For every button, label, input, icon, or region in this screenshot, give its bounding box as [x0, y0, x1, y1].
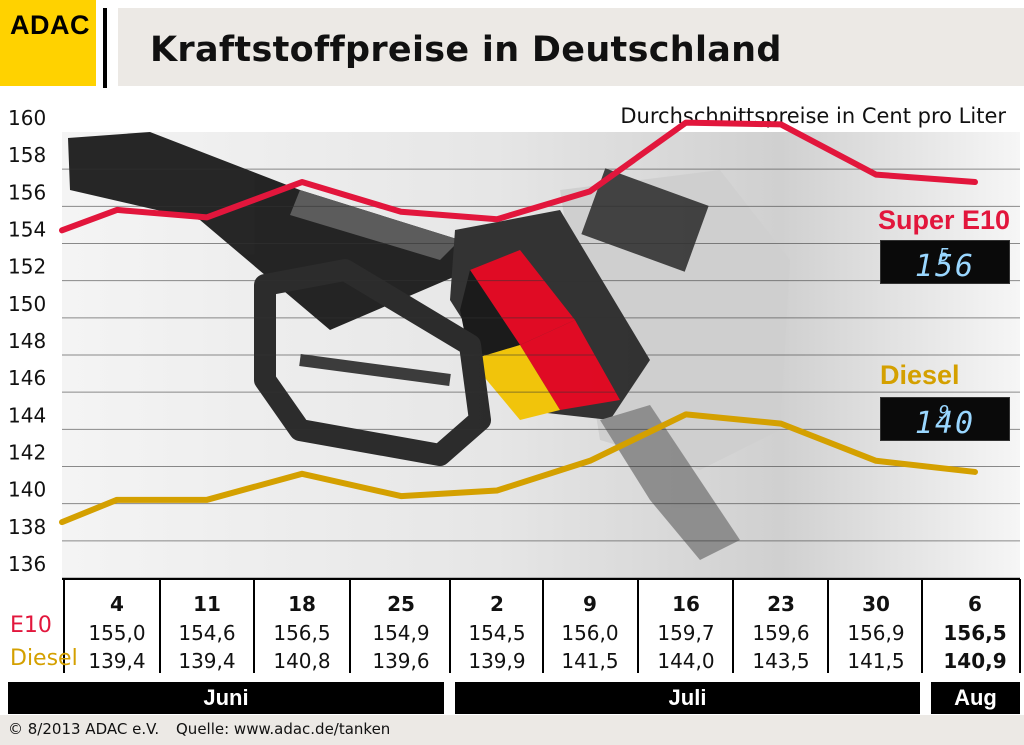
- y-tick-label: 142: [8, 441, 46, 465]
- x-tick-label: 23: [767, 592, 795, 616]
- price-chart: 136138140142144146148150152154156158160 …: [8, 106, 1021, 673]
- e10-price-sup: 5: [938, 245, 952, 266]
- data-label-diesel: 139,4: [88, 649, 145, 673]
- y-tick-label: 148: [8, 329, 46, 353]
- month-juni: Juni: [8, 682, 444, 714]
- logo-text: ADAC: [10, 10, 90, 40]
- series-lines: [59, 119, 978, 526]
- row-label-diesel: Diesel: [10, 646, 78, 671]
- month-aug: Aug: [931, 682, 1020, 714]
- data-label-diesel: 139,4: [178, 649, 235, 673]
- data-label-e10: 159,7: [657, 621, 714, 645]
- y-tick-label: 154: [8, 218, 46, 242]
- y-axis-ticks: 136 138 140 142 144 146 148 150 152 154 156 158 160: [8, 106, 46, 576]
- x-tick-label: 9: [583, 592, 597, 616]
- header-divider: [103, 8, 107, 88]
- data-label-diesel: 139,6: [372, 649, 429, 673]
- y-tick-label: 150: [8, 292, 46, 316]
- data-label-diesel: 140,8: [273, 649, 330, 673]
- data-label-diesel: 143,5: [752, 649, 809, 673]
- y-tick-label: 146: [8, 366, 46, 390]
- title-band: [118, 8, 1024, 86]
- data-label-e10: 154,6: [178, 621, 235, 645]
- data-label-e10: 159,6: [752, 621, 809, 645]
- month-juli: Juli: [455, 682, 920, 714]
- data-label-e10: 156,0: [561, 621, 618, 645]
- footer-source: Quelle: www.adac.de/tanken: [176, 720, 391, 738]
- x-tick-label: 25: [387, 592, 415, 616]
- y-tick-label: 152: [8, 255, 46, 279]
- footer-copyright: © 8/2013 ADAC e.V.: [8, 720, 160, 738]
- y-tick-label: 136: [8, 552, 46, 576]
- data-label-e10: 154,5: [468, 621, 525, 645]
- y-tick-label: 144: [8, 403, 46, 427]
- x-tick-label: 6: [968, 592, 982, 616]
- x-tick-label: 16: [672, 592, 700, 616]
- y-tick-label: 156: [8, 180, 46, 204]
- data-label-diesel: 139,9: [468, 649, 525, 673]
- data-label-e10: 154,9: [372, 621, 429, 645]
- data-table: 4 155,0 139,4 11 154,6 139,4 18 156,5 140,8 25 154…: [88, 592, 1006, 673]
- x-tick-label: 11: [193, 592, 221, 616]
- y-tick-label: 138: [8, 515, 46, 539]
- legend-diesel: Diesel: [880, 360, 960, 390]
- x-axis-ticks: [63, 579, 1021, 673]
- row-label-e10: E10: [10, 613, 52, 638]
- e10-price-value: 156: [914, 249, 976, 284]
- y-tick-label: 158: [8, 143, 46, 167]
- y-tick-label: 160: [8, 106, 46, 130]
- x-tick-label: 30: [862, 592, 890, 616]
- legend-super-e10: Super E10: [878, 205, 1011, 235]
- data-label-e10: 156,5: [943, 621, 1006, 645]
- x-tick-label: 4: [110, 592, 124, 616]
- data-label-e10: 156,9: [847, 621, 904, 645]
- x-tick-label: 18: [288, 592, 316, 616]
- chart-title: Kraftstoffpreise in Deutschland: [150, 30, 782, 70]
- diesel-price-value: 140: [914, 406, 976, 441]
- e10-price-display: 156 5: [880, 240, 1010, 284]
- data-label-diesel: 141,5: [847, 649, 904, 673]
- data-label-diesel: 141,5: [561, 649, 618, 673]
- footer: © 8/2013 ADAC e.V. Quelle: www.adac.de/t…: [0, 715, 1024, 745]
- y-tick-label: 140: [8, 478, 46, 502]
- data-label-diesel: 140,9: [943, 649, 1006, 673]
- x-tick-label: 2: [490, 592, 504, 616]
- diesel-price-display: 140 9: [880, 397, 1010, 441]
- diesel-price-sup: 9: [938, 402, 952, 423]
- data-label-e10: 156,5: [273, 621, 330, 645]
- adac-logo: ADAC: [0, 0, 96, 86]
- data-label-diesel: 144,0: [657, 649, 714, 673]
- data-label-e10: 155,0: [88, 621, 145, 645]
